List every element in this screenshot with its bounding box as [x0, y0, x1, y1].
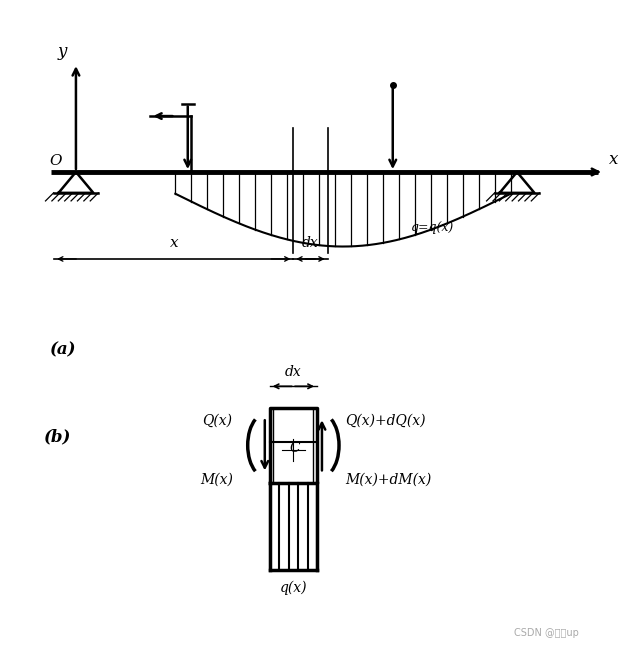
- Text: (b): (b): [44, 428, 71, 446]
- Text: Q(x): Q(x): [202, 414, 232, 428]
- Text: O: O: [50, 154, 62, 168]
- Text: dx: dx: [302, 235, 319, 249]
- Text: (a): (a): [51, 342, 77, 358]
- Text: y: y: [57, 43, 67, 60]
- Text: q=q(x): q=q(x): [411, 221, 455, 234]
- Text: x: x: [609, 151, 618, 168]
- Text: Q(x)+dQ(x): Q(x)+dQ(x): [345, 414, 426, 428]
- Text: CSDN @小林up: CSDN @小林up: [514, 628, 579, 638]
- Text: C: C: [290, 442, 300, 456]
- Text: M(x)+dM(x): M(x)+dM(x): [345, 472, 432, 486]
- Text: x: x: [170, 235, 178, 249]
- Text: dx: dx: [285, 365, 302, 379]
- Text: M(x): M(x): [200, 472, 233, 486]
- Text: q(x): q(x): [280, 581, 307, 595]
